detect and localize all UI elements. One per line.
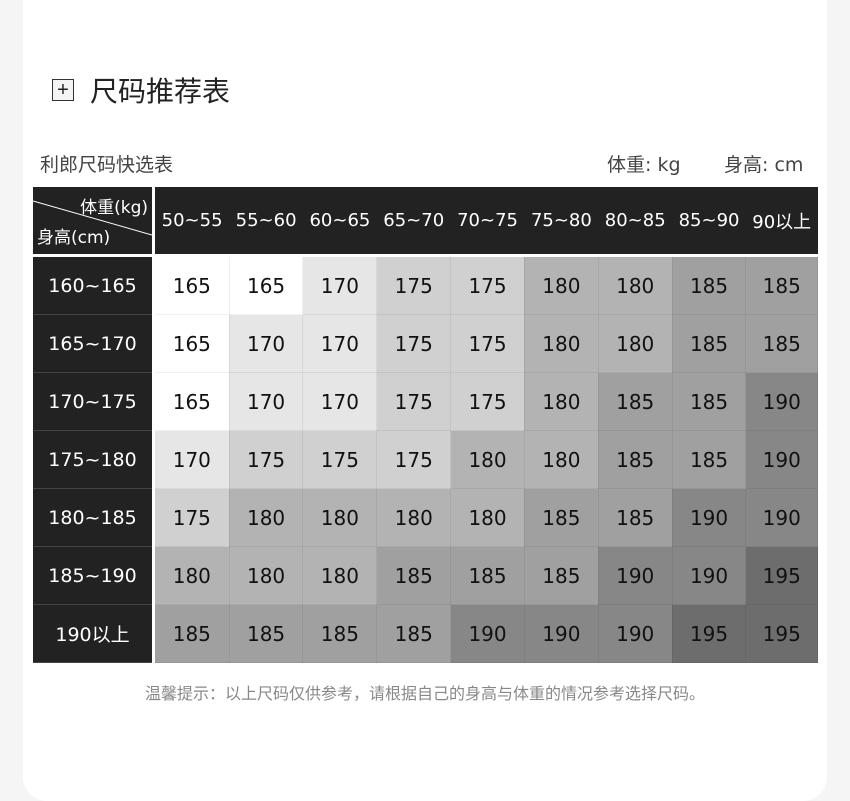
row-header: 185~190 [33,546,155,605]
size-cell: 170 [302,255,378,315]
size-cell: 180 [597,255,673,315]
size-cell: 175 [376,314,452,373]
size-cell: 165 [228,255,304,315]
plus-square-icon: + [52,79,74,101]
corner-header: 体重(kg) 身高(cm) [33,187,155,257]
column-header: 80~85 [598,187,673,257]
size-cell: 190 [523,604,599,663]
row-header: 165~170 [33,314,155,373]
column-header: 70~75 [450,187,525,257]
size-cell: 180 [450,488,525,547]
size-cell: 185 [376,604,452,663]
size-cell: 180 [302,546,378,605]
size-cell: 185 [597,488,673,547]
size-cell: 165 [153,255,230,315]
size-cell: 185 [450,546,525,605]
size-cell: 185 [302,604,378,663]
size-cell: 185 [671,314,747,373]
size-cell: 185 [376,546,452,605]
size-cell: 190 [597,546,673,605]
size-cell: 180 [228,488,304,547]
size-cell: 175 [450,314,525,373]
size-cell: 180 [376,488,452,547]
page-title: 尺码推荐表 [90,75,231,108]
size-cell: 190 [671,546,747,605]
size-cell: 175 [376,255,452,315]
table-row: 170~175 165 170 170 175 175 180 185 185 190 [33,372,818,431]
size-cell: 180 [523,255,599,315]
size-cell: 175 [302,430,378,489]
size-cell: 190 [745,488,818,547]
size-cell: 170 [228,372,304,431]
column-header: 50~55 [153,187,230,257]
column-header: 60~65 [302,187,377,257]
size-cell: 190 [745,372,818,431]
column-header: 65~70 [376,187,451,257]
size-cell: 185 [597,372,673,431]
size-cell: 190 [597,604,673,663]
table-row: 185~190 180 180 180 185 185 185 190 190 195 [33,546,818,605]
size-cell: 180 [153,546,230,605]
size-cell: 190 [745,430,818,489]
row-header: 180~185 [33,488,155,547]
size-cell: 180 [597,314,673,373]
size-cell: 195 [745,546,818,605]
row-header: 190以上 [33,604,155,663]
size-cell: 175 [450,255,525,315]
row-header: 175~180 [33,430,155,489]
size-cell: 175 [450,372,525,431]
size-table: 体重(kg) 身高(cm) 50~55 55~60 60~65 65~70 70~75 7… [33,187,818,663]
size-cell: 185 [523,546,599,605]
size-cell: 170 [302,314,378,373]
column-header: 90以上 [745,187,818,257]
row-header: 170~175 [33,372,155,431]
size-cell: 175 [376,430,452,489]
size-cell: 185 [745,255,818,315]
table-row: 160~165 165 165 170 175 175 180 180 185 185 [33,255,818,315]
size-cell: 185 [671,372,747,431]
table-row: 180~185 175 180 180 180 180 185 185 190 190 [33,488,818,547]
section-title: + 尺码推荐表 [52,70,230,110]
size-cell: 195 [745,604,818,663]
size-cell: 180 [450,430,525,489]
table-row: 165~170 165 170 170 175 175 180 180 185 185 [33,314,818,373]
size-cell: 190 [671,488,747,547]
weight-axis-label: 体重(kg) [80,198,148,218]
size-cell: 165 [153,372,230,431]
size-cell: 185 [523,488,599,547]
weight-unit: 体重: kg [607,154,681,176]
size-cell: 175 [228,430,304,489]
size-cell: 180 [302,488,378,547]
height-axis-label: 身高(cm) [37,228,111,248]
column-header: 85~90 [672,187,746,257]
size-cell: 190 [450,604,525,663]
size-cell: 185 [671,255,747,315]
size-cell: 165 [153,314,230,373]
size-cell: 185 [745,314,818,373]
size-cell: 175 [153,488,230,547]
size-cell: 180 [523,372,599,431]
size-cell: 185 [228,604,304,663]
size-cell: 175 [376,372,452,431]
size-cell: 180 [228,546,304,605]
column-header: 55~60 [229,187,303,257]
column-header: 75~80 [524,187,599,257]
size-cell: 180 [523,314,599,373]
table-row: 190以上 185 185 185 185 190 190 190 195 195 [33,604,818,663]
size-cell: 185 [671,430,747,489]
size-cell: 185 [597,430,673,489]
disclaimer-note: 温馨提示：以上尺码仅供参考，请根据自己的身高与体重的情况参考选择尺码。 [144,684,705,703]
table-row: 175~180 170 175 175 175 180 180 185 185 190 [33,430,818,489]
table-subtitle: 利郎尺码快选表 [40,154,174,176]
size-cell: 195 [671,604,747,663]
row-header: 160~165 [33,255,155,315]
size-cell: 180 [523,430,599,489]
size-cell: 170 [153,430,230,489]
size-cell: 170 [302,372,378,431]
size-cell: 185 [153,604,230,663]
height-unit: 身高: cm [724,154,804,176]
size-cell: 170 [228,314,304,373]
